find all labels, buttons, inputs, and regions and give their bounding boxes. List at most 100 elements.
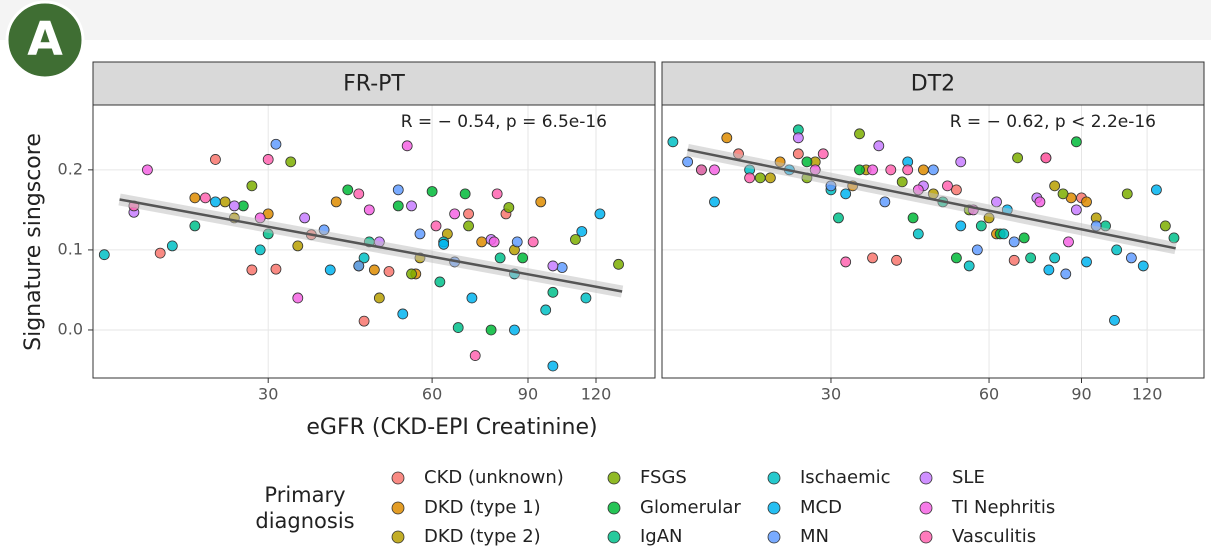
point [1111, 244, 1123, 256]
point [426, 186, 438, 197]
point [547, 360, 559, 372]
point [292, 240, 304, 252]
point [1159, 220, 1171, 232]
point [1008, 236, 1020, 248]
x-tick-label: 90 [1071, 385, 1091, 404]
point [199, 192, 211, 204]
legend-swatch [767, 530, 781, 544]
strip-title: FR-PT [343, 72, 405, 97]
x-tick-label: 30 [258, 385, 278, 404]
legend-label: TI Nephritis [951, 497, 1055, 518]
point [210, 154, 221, 165]
point [494, 252, 506, 264]
legend-label: MCD [800, 497, 842, 518]
point [434, 276, 446, 288]
point [696, 164, 707, 176]
legend-swatch [767, 501, 781, 515]
point [613, 258, 624, 270]
point [392, 200, 404, 212]
point [721, 132, 733, 144]
point [907, 212, 919, 224]
point [955, 220, 967, 232]
legend-label: IgAN [640, 526, 683, 547]
annotation: R = − 0.62, p < 2.2e-16 [950, 112, 1156, 132]
point [1043, 264, 1055, 276]
point [503, 202, 515, 213]
point [801, 156, 813, 168]
point [556, 262, 568, 273]
point [262, 154, 274, 165]
strip [661, 61, 1205, 106]
panel-label: A [27, 12, 63, 66]
y-tick-label: 0.1 [58, 239, 83, 258]
x-tick-label: 30 [821, 385, 841, 404]
point [414, 228, 426, 240]
point [902, 164, 914, 176]
x-tick-label: 120 [1132, 385, 1163, 404]
point [1125, 252, 1137, 264]
point [342, 184, 354, 196]
legend-swatch [767, 471, 781, 485]
x-tick-label: 90 [518, 385, 538, 404]
point [463, 220, 474, 232]
point [254, 244, 266, 256]
y-axis-label: Signature singscore [21, 133, 46, 351]
point [353, 188, 365, 200]
point [1070, 204, 1082, 216]
point [1081, 196, 1092, 208]
point [358, 252, 370, 264]
point [744, 172, 756, 184]
point [368, 264, 380, 276]
point [154, 247, 166, 259]
point [142, 164, 153, 176]
point [998, 228, 1010, 240]
point [401, 140, 413, 152]
legend-swatch [607, 471, 621, 485]
point [438, 238, 450, 250]
point [764, 172, 776, 184]
point [358, 315, 370, 327]
legend-swatch [919, 471, 933, 485]
point [406, 200, 417, 212]
point [873, 140, 885, 152]
point [1060, 268, 1072, 280]
point [540, 304, 552, 316]
legend-title: diagnosis [255, 509, 354, 533]
y-tick-label: 0.2 [58, 159, 83, 178]
x-tick-label: 60 [422, 385, 442, 404]
point [270, 263, 282, 275]
point [463, 208, 474, 220]
legend-swatch [391, 530, 405, 544]
point [951, 252, 962, 264]
point [189, 220, 201, 232]
point [469, 350, 481, 361]
legend-swatch [607, 501, 621, 515]
point [270, 138, 282, 150]
point [98, 249, 110, 261]
point [1049, 252, 1061, 264]
point [833, 212, 844, 224]
point [511, 236, 523, 248]
point [817, 148, 829, 160]
point [246, 180, 258, 192]
panel-border [92, 104, 656, 379]
point [792, 148, 804, 160]
point [476, 236, 488, 248]
point [430, 220, 442, 232]
point [867, 164, 878, 176]
point [1063, 236, 1074, 248]
point [166, 240, 178, 252]
point [1025, 252, 1037, 264]
point [285, 156, 297, 168]
panel-border [661, 104, 1205, 379]
point [885, 164, 897, 176]
legend-label: Ischaemic [800, 467, 891, 488]
annotation: R = − 0.54, p = 6.5e-16 [401, 112, 607, 132]
x-tick-label: 120 [581, 385, 612, 404]
point [918, 164, 929, 176]
point [896, 176, 908, 188]
point [594, 208, 606, 220]
point [942, 180, 953, 192]
point [1012, 152, 1023, 164]
